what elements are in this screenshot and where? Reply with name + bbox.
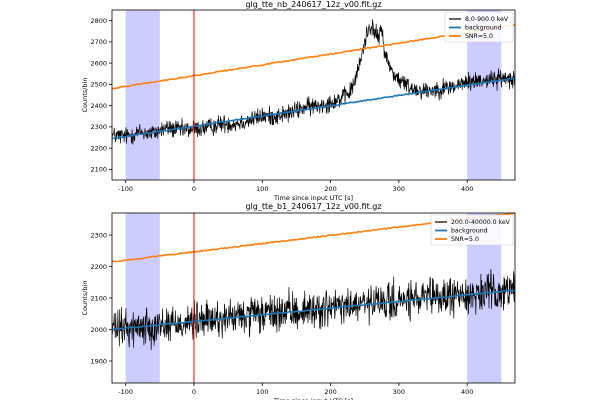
y-tick-label: 2400 — [90, 102, 107, 110]
y-tick-label: 2200 — [90, 263, 107, 271]
x-tick-label: -100 — [118, 388, 133, 396]
legend-entry: 8.0-900.0 keV — [465, 16, 509, 23]
y-tick-label: 2200 — [90, 144, 107, 152]
top-panel: glg_tte_nb_240617_12z_v00.fit.gz -100 0 100… — [81, 0, 516, 202]
x-axis-label: Time since input UTC [s] — [273, 194, 353, 202]
x-tick-label: 0 — [192, 185, 196, 193]
background-line — [112, 289, 515, 331]
x-tick-label: 200 — [324, 388, 336, 396]
x-tick-label: 200 — [324, 185, 336, 193]
x-axis-label: Time since input UTC [s] — [273, 397, 353, 400]
x-tick-label: 400 — [461, 388, 473, 396]
y-tick-label: 2700 — [90, 38, 107, 46]
y-tick-label: 2000 — [90, 326, 107, 334]
y-tick-label: 2600 — [90, 59, 107, 67]
x-tick-label: 0 — [192, 388, 196, 396]
legend-entry: SNR=5.0 — [451, 236, 479, 243]
y-tick-label: 2100 — [90, 294, 107, 302]
background-interval-band — [125, 213, 160, 383]
lightcurve-line — [112, 269, 515, 351]
background-interval-band — [125, 10, 160, 180]
background-line — [112, 77, 515, 140]
legend-entry: SNR=5.0 — [465, 33, 493, 40]
x-tick-label: -100 — [118, 185, 133, 193]
y-tick-label: 2300 — [90, 123, 107, 131]
y-axis-label: Counts/bin — [81, 78, 89, 113]
chart-title: glg_tte_nb_240617_12z_v00.fit.gz — [245, 0, 381, 9]
y-tick-label: 2100 — [90, 166, 107, 174]
x-tick-label: 300 — [393, 388, 405, 396]
y-tick-label: 2800 — [90, 17, 107, 25]
axes-frame — [111, 9, 516, 181]
y-tick-label: 1900 — [90, 357, 107, 365]
y-tick-label: 2300 — [90, 231, 107, 239]
y-tick-label: 2500 — [90, 81, 107, 89]
chart-title: glg_tte_b1_240617_12z_v00.fit.gz — [245, 202, 381, 211]
legend-box — [444, 11, 514, 43]
legend-entry: background — [451, 228, 488, 235]
x-tick-label: 400 — [461, 185, 473, 193]
legend-entry: background — [465, 25, 502, 32]
x-tick-label: 300 — [393, 185, 405, 193]
x-tick-label: 100 — [256, 388, 268, 396]
legend-box — [430, 214, 514, 246]
bottom-panel: glg_tte_b1_240617_12z_v00.fit.gz -100 0 100… — [81, 202, 516, 400]
y-axis-label: Counts/bin — [81, 281, 89, 316]
x-tick-label: 100 — [256, 185, 268, 193]
legend-entry: 200.0-40000.0 keV — [451, 219, 511, 226]
